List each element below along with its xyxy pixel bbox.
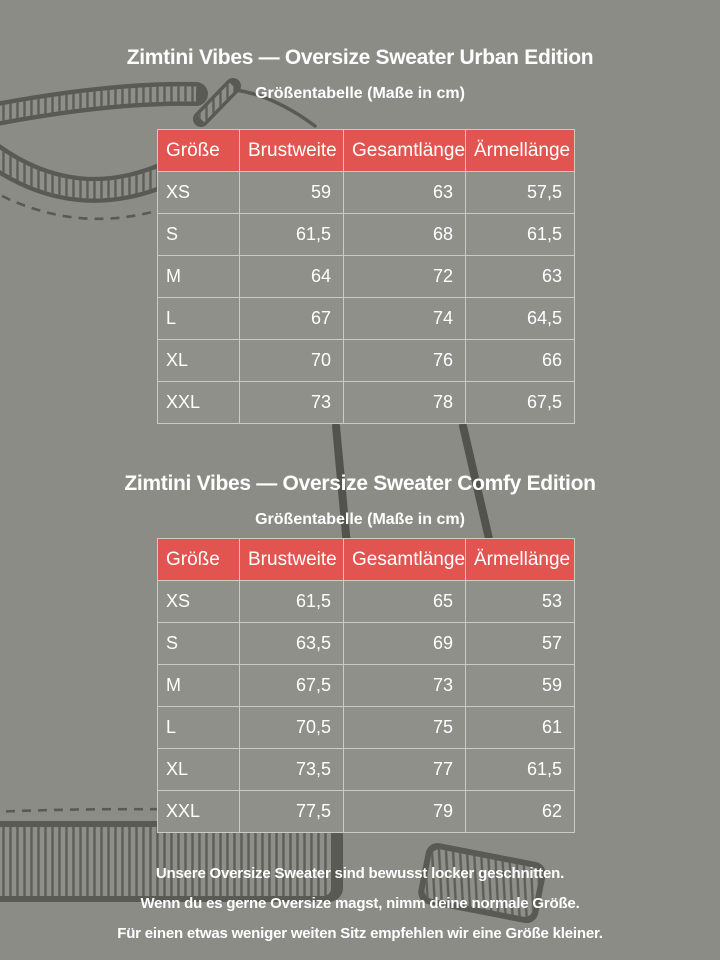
column-header-3: Ärmellänge [465,538,575,581]
measurement-cell: 73,5 [239,748,344,791]
size-cell: S [157,622,240,665]
size-cell: XS [157,171,240,214]
size-cell: L [157,706,240,749]
measurement-cell: 75 [343,706,466,749]
table-row: S 63,5 69 57 [157,622,575,665]
size-cell: XL [157,748,240,791]
measurement-cell: 74 [343,297,466,340]
collar-stitch-line [1,194,173,221]
fit-note-line: Wenn du es gerne Oversize magst, nimm de… [140,895,580,912]
measurement-cell: 61,5 [465,748,575,791]
measurement-cell: 65 [343,580,466,623]
size-cell: M [157,664,240,707]
measurement-cell: 64 [239,255,344,298]
measurement-cell: 70,5 [239,706,344,749]
column-header-1: Brustweite [239,129,344,172]
size-table-body: XS 61,5 65 53 S 63,5 69 57 M 67,5 73 59 L 70,5 75 61 XL 7… [157,580,575,833]
measurement-cell: 61,5 [239,213,344,256]
section-title-comfy: Zimtini Vibes — Oversize Sweater Comfy E… [124,472,596,495]
table-row: L 70,5 75 61 [157,706,575,749]
table-row: XS 61,5 65 53 [157,580,575,623]
collar-upper-band [0,81,208,126]
measurement-cell: 59 [465,664,575,707]
measurement-cell: 67,5 [239,664,344,707]
table-row: M 67,5 73 59 [157,664,575,707]
header-row: Größe Brustweite Gesamtlänge Ärmellänge [157,129,575,172]
section-title-urban: Zimtini Vibes — Oversize Sweater Urban E… [126,46,594,69]
measurement-cell: 62 [465,790,575,833]
header-row: Größe Brustweite Gesamtlänge Ärmellänge [157,538,575,581]
measurement-cell: 67,5 [465,381,575,424]
size-table-comfy: Größe Brustweite Gesamtlänge Ärmellänge XS 6… [157,538,575,833]
measurement-cell: 57 [465,622,575,665]
measurement-cell: 79 [343,790,466,833]
measurement-cell: 77,5 [239,790,344,833]
sleeve-cuff [418,843,546,924]
measurement-cell: 76 [343,339,466,382]
measurement-cell: 61,5 [465,213,575,256]
measurement-cell: 61 [465,706,575,749]
measurement-cell: 73 [343,664,466,707]
left-seam-line [332,422,352,560]
measurement-cell: 73 [239,381,344,424]
size-cell: M [157,255,240,298]
measurement-cell: 70 [239,339,344,382]
size-cell: XXL [157,790,240,833]
measurement-cell: 53 [465,580,575,623]
measurement-cell: 63 [465,255,575,298]
size-table-body: XS 59 63 57,5 S 61,5 68 61,5 M 64 72 63 L 67 74 64,5 XL 7… [157,171,575,424]
table-row: S 61,5 68 61,5 [157,213,575,256]
section-subtitle-urban: Größentabelle (Maße in cm) [255,85,465,102]
table-row: XL 73,5 77 61,5 [157,748,575,791]
measurement-cell: 68 [343,213,466,256]
column-header-3: Ärmellänge [465,129,575,172]
measurement-cell: 57,5 [465,171,575,214]
measurement-cell: 77 [343,748,466,791]
size-table-header: Größe Brustweite Gesamtlänge Ärmellänge [157,129,575,172]
measurement-cell: 78 [343,381,466,424]
collar-shoulder-band [193,78,317,128]
size-table-header: Größe Brustweite Gesamtlänge Ärmellänge [157,538,575,581]
column-header-2: Gesamtlänge [343,129,466,172]
measurement-cell: 66 [465,339,575,382]
column-header-0: Größe [157,129,240,172]
fit-note-line: Unsere Oversize Sweater sind bewusst loc… [155,865,565,882]
size-cell: L [157,297,240,340]
measurement-cell: 69 [343,622,466,665]
column-header-0: Größe [157,538,240,581]
table-row: L 67 74 64,5 [157,297,575,340]
hem-ribbing [0,807,343,902]
table-row: XXL 73 78 67,5 [157,381,575,424]
measurement-cell: 67 [239,297,344,340]
measurement-cell: 61,5 [239,580,344,623]
size-cell: XS [157,580,240,623]
size-cell: XXL [157,381,240,424]
table-row: M 64 72 63 [157,255,575,298]
table-row: XL 70 76 66 [157,339,575,382]
measurement-cell: 63 [343,171,466,214]
measurement-cell: 72 [343,255,466,298]
fit-note: Unsere Oversize Sweater sind bewusst loc… [0,859,720,949]
measurement-cell: 64,5 [465,297,575,340]
collar-crescent-band [0,144,188,203]
section-subtitle-comfy: Größentabelle (Maße in cm) [255,511,465,528]
measurement-cell: 63,5 [239,622,344,665]
column-header-2: Gesamtlänge [343,538,466,581]
table-row: XS 59 63 57,5 [157,171,575,214]
fit-note-line: Für einen etwas weniger weiten Sitz empf… [117,925,603,942]
column-header-1: Brustweite [239,538,344,581]
size-cell: XL [157,339,240,382]
table-row: XXL 77,5 79 62 [157,790,575,833]
size-cell: S [157,213,240,256]
size-table-urban: Größe Brustweite Gesamtlänge Ärmellänge XS 5… [157,129,575,424]
measurement-cell: 59 [239,171,344,214]
